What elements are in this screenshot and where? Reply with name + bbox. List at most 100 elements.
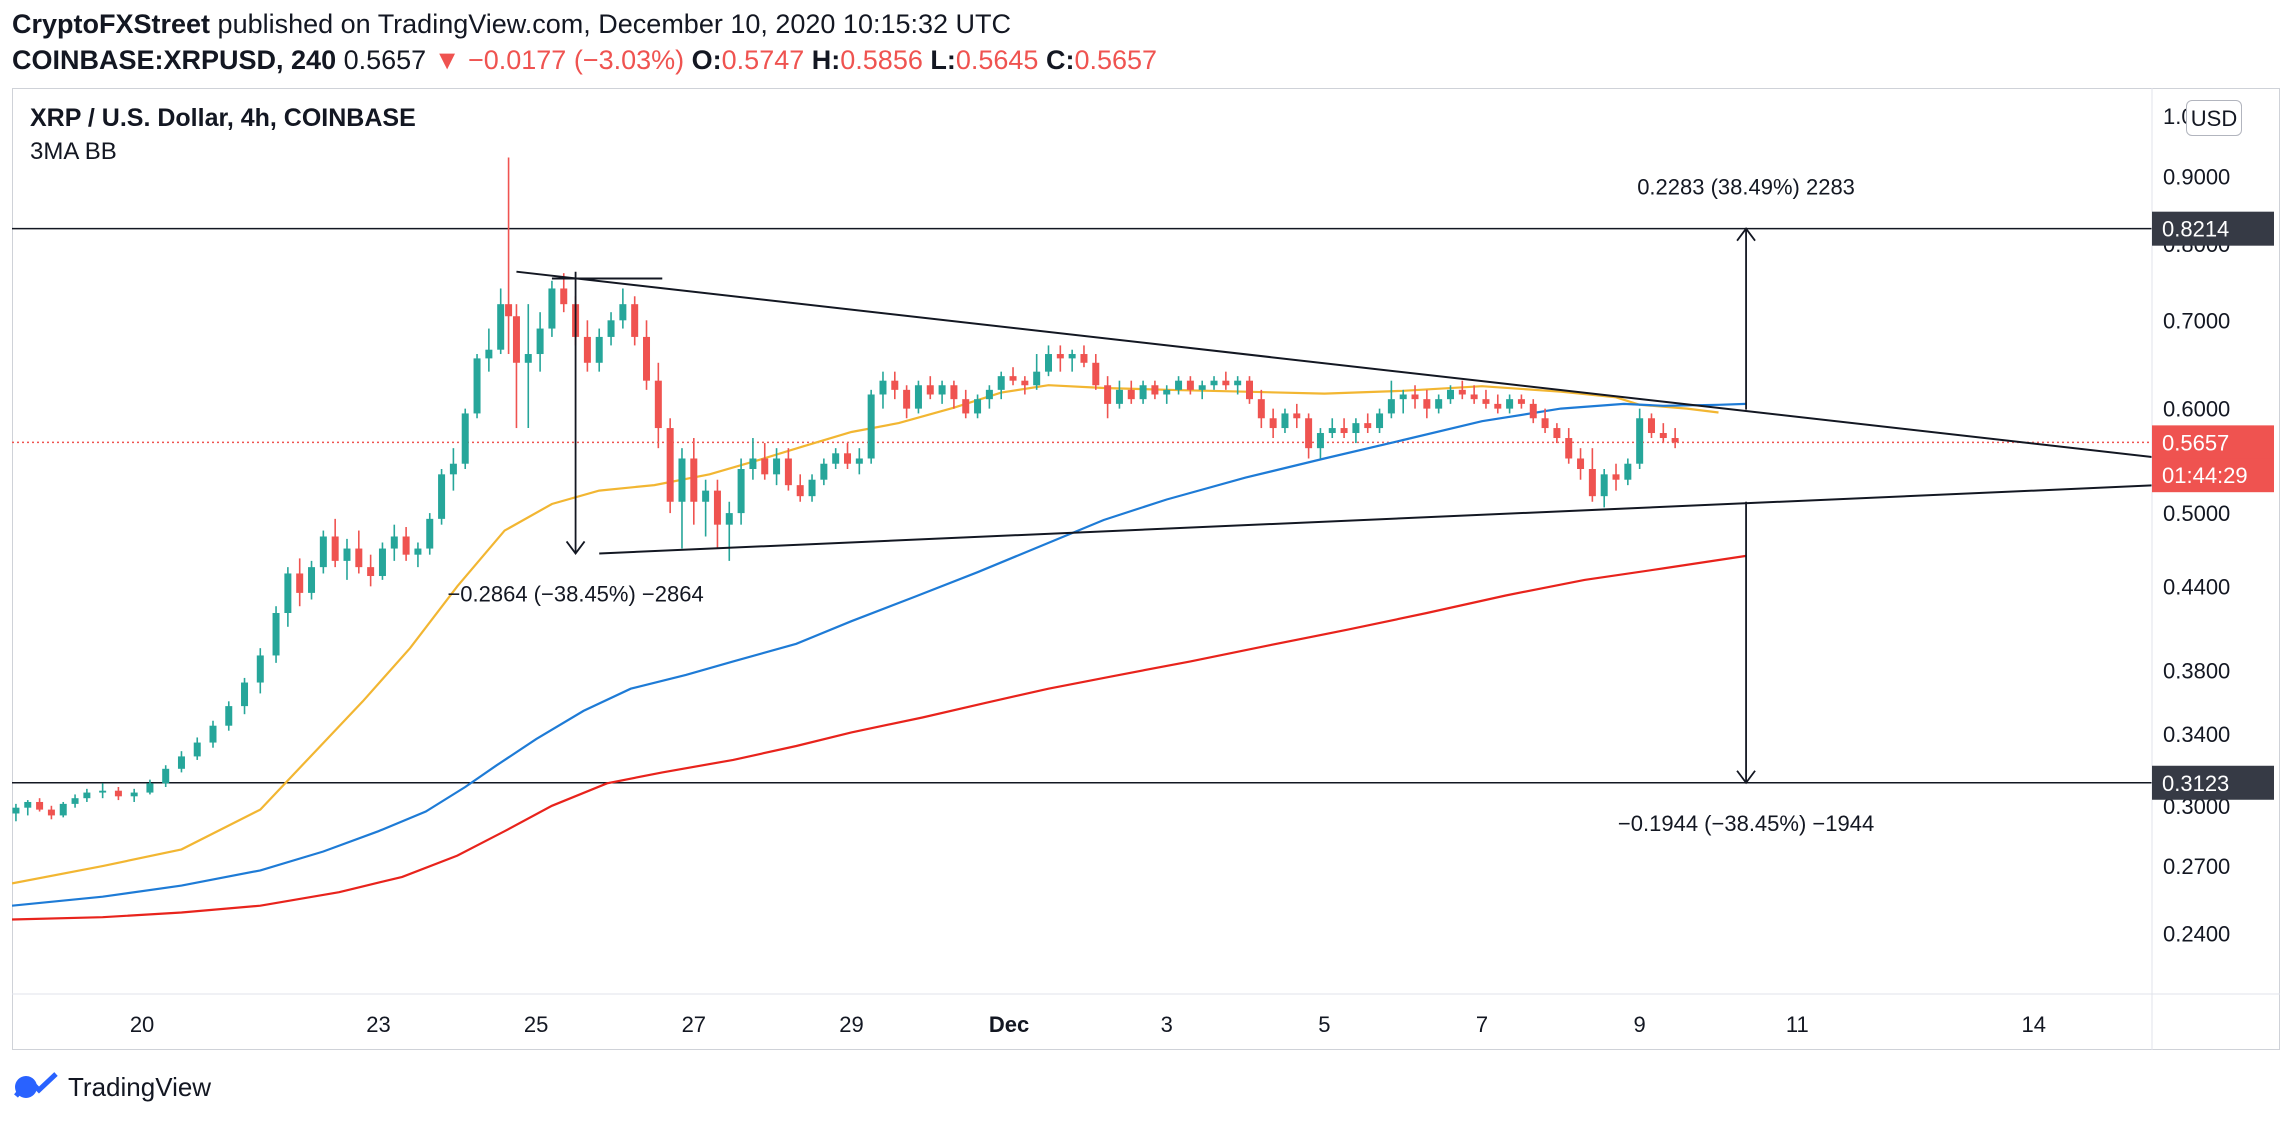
chart-frame bbox=[12, 88, 2280, 1050]
candle-body bbox=[343, 548, 351, 561]
candle bbox=[47, 805, 55, 820]
x-tick-label: 29 bbox=[839, 1012, 863, 1037]
candle bbox=[536, 312, 544, 372]
high-label: H: bbox=[811, 45, 841, 75]
candle-body bbox=[1506, 399, 1514, 409]
open-label: O: bbox=[691, 45, 722, 75]
candle-body bbox=[867, 394, 875, 459]
indicator-label[interactable]: 3MA BB bbox=[30, 138, 117, 165]
candle bbox=[761, 443, 769, 480]
candle-body bbox=[737, 469, 745, 514]
candle-body bbox=[390, 536, 398, 549]
y-tick-label: 0.7000 bbox=[2163, 308, 2230, 333]
x-tick-label: 23 bbox=[366, 1012, 390, 1037]
measure-arrowhead-icon bbox=[565, 540, 586, 555]
candle-body bbox=[449, 463, 457, 475]
candle bbox=[343, 538, 351, 580]
candle-body bbox=[402, 536, 410, 555]
candle bbox=[784, 448, 792, 491]
candle-body bbox=[355, 548, 363, 568]
candle-body bbox=[24, 801, 32, 808]
candle bbox=[1127, 380, 1135, 404]
candle-body bbox=[1529, 403, 1537, 419]
candle bbox=[1316, 428, 1324, 459]
chart-symbol-title[interactable]: XRP / U.S. Dollar, 4h, COINBASE bbox=[30, 104, 416, 132]
candle-body bbox=[690, 458, 698, 502]
candle bbox=[1340, 418, 1348, 439]
candle-body bbox=[331, 536, 339, 561]
candle bbox=[1234, 376, 1242, 395]
candle bbox=[1446, 385, 1454, 404]
x-tick-label: Dec bbox=[989, 1012, 1029, 1037]
candle-body bbox=[1293, 413, 1301, 419]
candle-body bbox=[1517, 399, 1525, 404]
candle bbox=[505, 157, 513, 355]
candle-body bbox=[319, 536, 327, 568]
candle bbox=[643, 320, 651, 390]
candle-body bbox=[1222, 380, 1230, 386]
moving-average-line bbox=[12, 554, 1747, 921]
candle bbox=[146, 779, 154, 795]
candle-body bbox=[926, 385, 934, 395]
down-arrow-icon: ▼ bbox=[433, 45, 461, 75]
tradingview-logo-icon bbox=[14, 1072, 58, 1098]
candle bbox=[997, 371, 1005, 400]
x-tick-label: 3 bbox=[1161, 1012, 1173, 1037]
publisher-name[interactable]: CryptoFXStreet bbox=[12, 9, 211, 39]
candle-body bbox=[607, 320, 615, 337]
candle-body bbox=[702, 490, 710, 502]
candle bbox=[1068, 349, 1076, 372]
candle-body bbox=[414, 548, 422, 555]
candle-body bbox=[1624, 463, 1632, 480]
candle-body bbox=[938, 385, 946, 395]
candle bbox=[256, 648, 264, 694]
candle bbox=[560, 273, 568, 313]
measure-arrowhead-icon bbox=[1736, 227, 1756, 242]
candle bbox=[891, 371, 899, 400]
candle-body bbox=[426, 518, 434, 549]
candle-body bbox=[1470, 394, 1478, 400]
candle-body bbox=[1636, 418, 1644, 464]
candle bbox=[631, 296, 639, 346]
candle-body bbox=[678, 458, 686, 502]
candle-body bbox=[950, 385, 958, 400]
candle-body bbox=[272, 612, 280, 656]
candle-body bbox=[1234, 380, 1242, 386]
candle bbox=[879, 371, 887, 409]
candle-body bbox=[1671, 438, 1679, 443]
candle bbox=[378, 542, 386, 580]
candle bbox=[1470, 385, 1478, 404]
candle-body bbox=[985, 389, 993, 400]
candle bbox=[83, 788, 91, 802]
candle-body bbox=[962, 399, 970, 414]
candle bbox=[749, 438, 757, 480]
close-label: C: bbox=[1045, 45, 1075, 75]
candle bbox=[1411, 385, 1419, 409]
x-tick-label: 9 bbox=[1634, 1012, 1646, 1037]
x-tick-label: 25 bbox=[524, 1012, 548, 1037]
candle-body bbox=[1494, 403, 1502, 409]
candle bbox=[1163, 385, 1171, 404]
candle-body bbox=[1600, 474, 1608, 497]
price-change: −0.0177 (−3.03%) bbox=[467, 45, 685, 75]
currency-button[interactable]: USD bbox=[2186, 100, 2242, 136]
candle-body bbox=[1139, 385, 1147, 400]
y-tick-label: 0.2700 bbox=[2163, 854, 2230, 879]
candle bbox=[1529, 399, 1537, 424]
candle bbox=[1458, 380, 1466, 400]
candle bbox=[449, 448, 457, 491]
candle bbox=[1151, 380, 1159, 400]
candle-body bbox=[1104, 385, 1112, 404]
candle bbox=[974, 394, 982, 419]
tradingview-footer[interactable]: TradingView bbox=[12, 1070, 211, 1104]
y-tick-label: 0.3800 bbox=[2163, 658, 2230, 683]
candle bbox=[241, 677, 249, 715]
candle-body bbox=[666, 428, 674, 502]
candle bbox=[1423, 389, 1431, 419]
candle-body bbox=[378, 548, 386, 577]
candle-body bbox=[643, 336, 651, 381]
candle bbox=[1636, 408, 1644, 470]
candle bbox=[1210, 376, 1218, 390]
candle bbox=[985, 385, 993, 409]
